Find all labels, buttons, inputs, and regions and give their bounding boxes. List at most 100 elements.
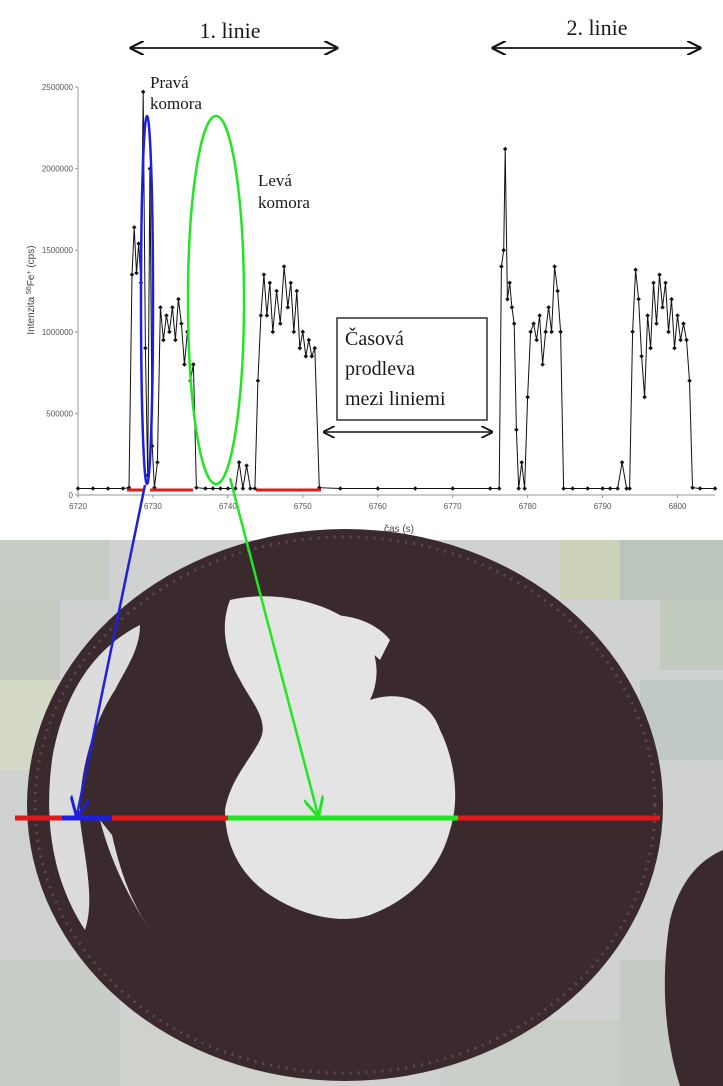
data-point — [167, 329, 172, 335]
y-tick-label: 1500000 — [42, 246, 74, 255]
data-point — [90, 486, 96, 491]
data-point — [303, 354, 309, 359]
x-tick-label: 6720 — [69, 502, 87, 511]
data-point — [502, 146, 508, 152]
y-axis-label-unit: (cps) — [26, 245, 37, 270]
intensity-chart: 6720 6730 6740 6750 6760 6770 6780 6790 6800 0 500… — [26, 83, 718, 535]
data-point — [312, 345, 318, 351]
data-point — [306, 337, 312, 343]
data-point — [176, 296, 181, 302]
data-point — [672, 345, 677, 351]
data-point — [511, 321, 517, 326]
data-point — [642, 394, 647, 400]
data-point — [203, 486, 208, 491]
data-point — [294, 288, 300, 294]
data-point — [678, 337, 683, 343]
data-point — [285, 305, 291, 310]
data-point — [173, 337, 178, 343]
data-point — [300, 329, 306, 335]
data-point — [615, 486, 620, 491]
y-tick-label: 0 — [69, 491, 74, 500]
right-ventricle-arrow — [77, 484, 147, 815]
data-point — [225, 486, 231, 491]
data-point — [600, 486, 605, 491]
x-tick-label: 6730 — [144, 502, 162, 511]
delay-label-3: mezi liniemi — [345, 388, 446, 410]
data-point — [687, 378, 692, 384]
data-point — [140, 89, 146, 95]
data-point — [555, 288, 560, 294]
data-point — [633, 267, 638, 273]
data-point — [155, 460, 160, 465]
data-point — [182, 362, 187, 367]
right-ventricle-label-1: Pravá — [150, 73, 189, 92]
data-point — [236, 460, 242, 465]
data-point — [170, 305, 175, 310]
data-point — [278, 321, 283, 326]
data-point — [412, 486, 418, 491]
delay-annotation: Časová prodleva mezi liniemi — [324, 317, 492, 432]
data-point — [270, 329, 276, 335]
data-point — [690, 485, 695, 490]
data-point — [450, 486, 455, 491]
data-point — [525, 394, 530, 400]
left-ventricle-ellipse — [186, 114, 246, 486]
delay-label-1: Časová — [345, 326, 404, 350]
data-point — [627, 486, 632, 491]
data-point — [654, 321, 659, 326]
left-ventricle-label-2: komora — [258, 193, 310, 212]
data-point — [570, 486, 575, 491]
data-point — [309, 354, 315, 359]
data-point — [129, 272, 135, 277]
data-point — [552, 264, 557, 269]
fe56-intensity-trace — [78, 91, 715, 489]
data-point — [534, 337, 539, 343]
data-point — [105, 486, 111, 491]
data-point — [248, 486, 253, 491]
data-point — [697, 486, 703, 491]
x-tick-label: 6800 — [669, 502, 687, 511]
data-point — [516, 486, 521, 491]
data-point — [522, 486, 527, 491]
y-tick-label: 1000000 — [42, 328, 74, 337]
x-axis-label: čas (s) — [384, 524, 414, 535]
data-point — [585, 486, 590, 491]
data-point — [666, 329, 671, 335]
data-point — [297, 345, 303, 351]
left-ventricle-arrow — [228, 477, 318, 815]
y-axis-label-element: Fe — [26, 274, 37, 286]
data-point — [543, 329, 548, 335]
data-point — [267, 280, 273, 286]
data-point — [191, 362, 196, 367]
data-point — [712, 486, 718, 491]
left-ventricle-label-1: Levá — [258, 171, 292, 190]
y-axis-label-charge: + — [26, 270, 33, 274]
data-point — [669, 296, 674, 302]
data-point — [291, 329, 297, 335]
data-point — [645, 313, 650, 318]
data-point — [179, 321, 184, 326]
x-tick-label: 6740 — [219, 502, 237, 511]
data-point — [264, 313, 270, 318]
data-point — [505, 296, 510, 302]
data-point — [663, 280, 668, 286]
data-point — [255, 378, 261, 384]
left-ventricle-annotation: Levá komora — [186, 114, 318, 815]
data-point — [514, 427, 519, 432]
data-point — [499, 264, 504, 269]
cavity-branch — [300, 615, 390, 660]
data-point — [134, 270, 139, 276]
data-point — [274, 288, 279, 294]
tissue-micrograph — [0, 529, 723, 1086]
y-axis-label-isotope: 56 — [26, 286, 33, 294]
data-point — [501, 247, 506, 253]
data-point — [261, 272, 267, 277]
data-point — [143, 345, 148, 351]
data-point — [244, 463, 249, 468]
x-tick-label: 6770 — [444, 502, 462, 511]
right-ventricle-label-2: komora — [150, 94, 202, 113]
right-ventricle-ellipse — [139, 114, 155, 486]
data-point — [75, 486, 81, 491]
x-tick-label: 6760 — [369, 502, 387, 511]
line-markers: 1. linie 2. linie — [131, 15, 700, 48]
